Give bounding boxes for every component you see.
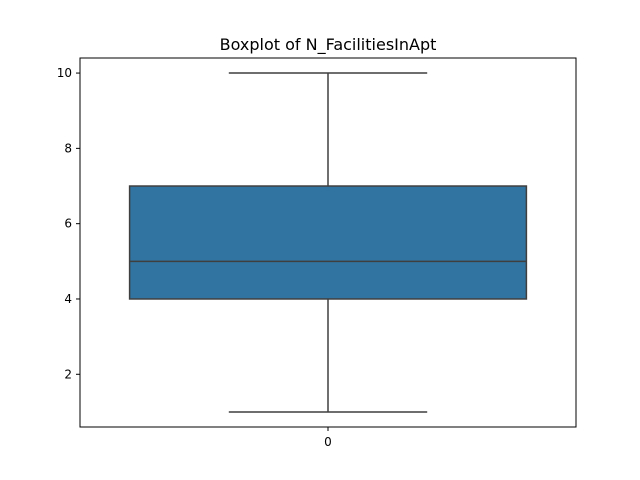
plot-area bbox=[128, 72, 528, 413]
x-tick-label: 0 bbox=[324, 435, 332, 449]
y-tick-label: 6 bbox=[64, 217, 72, 231]
y-tick-label: 4 bbox=[64, 292, 72, 306]
chart-title: Boxplot of N_FacilitiesInApt bbox=[220, 35, 437, 55]
y-tick-label: 8 bbox=[64, 141, 72, 155]
iqr-box bbox=[128, 185, 528, 300]
y-tick-label: 10 bbox=[57, 66, 72, 80]
box-group bbox=[128, 72, 528, 413]
x-axis: 0 bbox=[324, 427, 332, 449]
y-axis: 2 4 6 8 10 bbox=[57, 66, 80, 381]
y-tick-label: 2 bbox=[64, 367, 72, 381]
